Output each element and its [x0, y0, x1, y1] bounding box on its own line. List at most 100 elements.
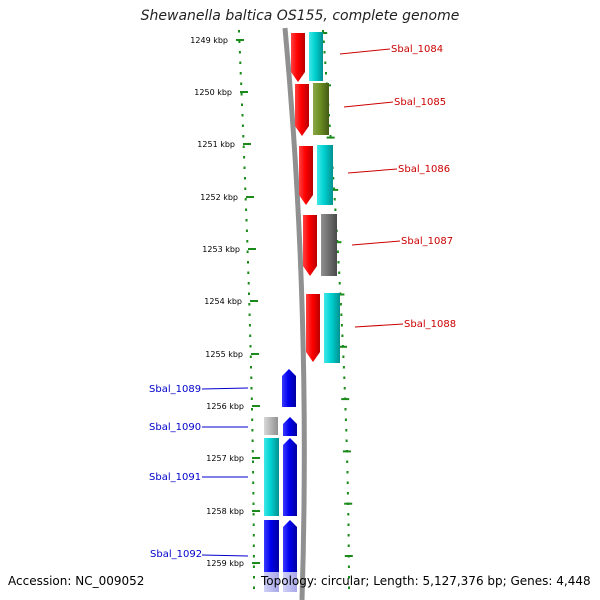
scale-dot: [238, 51, 241, 54]
gene-label: Sbal_1092: [150, 549, 202, 560]
accession-text: Accession: NC_009052: [8, 574, 145, 588]
gene-sbal-1092[interactable]: Sbal_1092: [150, 520, 297, 592]
scale-dot: [251, 439, 254, 442]
gene-label: Sbal_1088: [404, 319, 456, 330]
scale-dot: [249, 334, 252, 337]
scale-dot: [323, 51, 326, 54]
scale-dot: [343, 376, 346, 379]
scale-dot: [343, 387, 346, 390]
scale-dot: [251, 408, 253, 411]
scale-dot: [322, 40, 325, 43]
gene-sbal-1091[interactable]: Sbal_1091: [149, 438, 297, 516]
scale-dot: [338, 271, 341, 274]
ruler-label: 1256 kbp: [206, 402, 244, 411]
scale-dot: [248, 303, 251, 306]
ruler-label: 1258 kbp: [206, 507, 244, 516]
scale-dot: [248, 313, 251, 316]
scale-dot: [250, 376, 253, 379]
scale-dot: [340, 313, 343, 316]
scale-dot: [247, 282, 250, 285]
scale-dot: [238, 40, 241, 43]
ruler-label: 1255 kbp: [205, 350, 243, 359]
scale-dot: [347, 513, 350, 516]
gene-sbal-1089[interactable]: Sbal_1089: [149, 369, 296, 407]
scale-dot: [244, 187, 247, 190]
scale-dot: [242, 135, 245, 138]
ruler-label: 1257 kbp: [206, 454, 244, 463]
scale-dot: [342, 366, 345, 369]
scale-dot: [346, 492, 349, 495]
scale-dot: [347, 523, 350, 526]
gene-sbal-1085[interactable]: Sbal_1085: [295, 83, 446, 136]
scale-dot: [341, 334, 344, 337]
scale-dot: [245, 219, 248, 222]
ruler-tick: 1257 kbp: [206, 454, 260, 463]
ruler-tick: 1255 kbp: [205, 350, 259, 359]
ruler-label: 1254 kbp: [204, 297, 242, 306]
scale-dot: [347, 534, 350, 537]
scale-dot: [340, 324, 343, 327]
scale-dot: [347, 544, 350, 547]
gene-sbal-1090[interactable]: Sbal_1090: [149, 417, 297, 436]
ruler-tick: 1251 kbp: [197, 140, 251, 149]
scale-dot: [244, 198, 247, 201]
scale-dot: [324, 61, 327, 64]
scale-dot: [348, 576, 350, 579]
ruler-label: 1249 kbp: [190, 36, 228, 45]
kbp-ruler: 1249 kbp 1250 kbp 1251 kbp 1252 kbp 1253…: [190, 36, 260, 568]
scale-dot: [249, 345, 252, 348]
scale-dot: [248, 324, 251, 327]
scale-dot: [252, 492, 255, 495]
scale-dot: [239, 72, 242, 75]
scale-dot: [240, 93, 243, 96]
scale-dot: [252, 565, 255, 568]
scale-dot: [241, 124, 244, 127]
scale-dot: [240, 82, 243, 85]
scale-dot: [338, 282, 341, 285]
scale-dot: [253, 576, 255, 579]
scale-dot: [328, 124, 331, 127]
ruler-tick: 1252 kbp: [200, 193, 254, 202]
scale-dot: [252, 481, 255, 484]
scale-dot: [252, 502, 255, 505]
ruler-label: 1252 kbp: [200, 193, 238, 202]
scale-dot: [342, 355, 345, 358]
ruler-tick: 1259 kbp: [206, 559, 260, 568]
ruler-tick: 1254 kbp: [204, 297, 258, 306]
scale-dot: [325, 72, 327, 75]
gene-label: Sbal_1087: [401, 236, 453, 247]
scale-dot: [251, 450, 254, 453]
ruler-tick: 1253 kbp: [202, 245, 256, 254]
scale-dot: [253, 586, 255, 589]
ruler-tick: 1249 kbp: [190, 36, 244, 45]
scale-dot: [251, 418, 254, 421]
gene-sbal-1086[interactable]: Sbal_1086: [299, 145, 450, 205]
scale-dot: [334, 208, 337, 211]
scale-dot: [243, 166, 246, 169]
gene-sbal-1084[interactable]: Sbal_1084: [291, 32, 443, 82]
scale-dot: [245, 229, 248, 232]
gene-sbal-1087[interactable]: Sbal_1087: [303, 214, 453, 276]
genome-title: Shewanella baltica OS155, complete genom…: [140, 8, 460, 24]
ruler-label: 1251 kbp: [197, 140, 235, 149]
gene-label: Sbal_1085: [394, 97, 446, 108]
scale-dot: [252, 555, 255, 558]
scale-dot: [333, 187, 335, 190]
genome-backbone: [282, 27, 307, 600]
gene-label: Sbal_1090: [149, 422, 201, 433]
scale-dot: [250, 397, 253, 400]
scale-dot: [345, 439, 348, 442]
gene-sbal-1088[interactable]: Sbal_1088: [306, 293, 456, 363]
scale-dot: [332, 177, 335, 180]
genome-summary: Topology: circular; Length: 5,127,376 bp…: [261, 574, 591, 588]
scale-dot: [322, 30, 324, 33]
scale-dot: [251, 429, 254, 432]
scale-dot: [250, 366, 252, 369]
scale-dot: [333, 198, 336, 201]
ruler-tick: 1256 kbp: [206, 402, 260, 411]
scale-dot: [252, 460, 254, 463]
scale-dot: [347, 565, 350, 568]
scale-dot: [346, 460, 349, 463]
